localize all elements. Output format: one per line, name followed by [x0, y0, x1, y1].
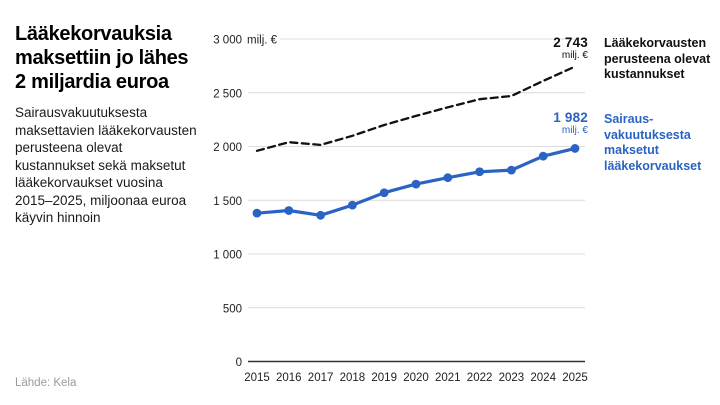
data-point-marker: [507, 165, 516, 175]
x-tick-label: 2021: [435, 372, 461, 384]
data-point-marker: [379, 188, 389, 198]
y-tick-label: 2 500: [213, 88, 242, 100]
x-tick-label: 2022: [467, 372, 493, 384]
x-tick-label: 2018: [340, 372, 366, 384]
y-tick-label: 1 000: [213, 250, 242, 262]
costs-end-value-unit: milj. €: [561, 50, 588, 61]
y-tick-label: 3 000: [213, 35, 242, 47]
costs-end-value-number: 2 743: [553, 35, 588, 50]
data-point-marker: [570, 144, 580, 153]
data-point-marker: [348, 200, 357, 210]
x-tick-label: 2016: [276, 372, 302, 384]
x-tick-label: 2024: [530, 372, 556, 384]
data-point-marker: [252, 208, 262, 218]
data-point-marker: [284, 206, 294, 215]
reimbursements-end-value-number: 1 982: [553, 110, 588, 125]
costs-series-legend: Lääkekorvausten perusteena olevat kustan…: [604, 36, 711, 81]
data-point-marker: [475, 167, 484, 177]
y-tick-label: 2 000: [213, 142, 242, 154]
chart-title: Lääkekorvauksia maksettiin jo lähes 2 mi…: [15, 23, 189, 93]
reimbursements-series-legend: Sairaus- vakuutuksesta maksetut lääkekor…: [604, 112, 702, 173]
data-point-marker: [443, 173, 453, 183]
x-tick-label: 2023: [499, 372, 525, 384]
y-tick-label: 0: [236, 357, 242, 369]
y-tick-label: 1 500: [213, 196, 242, 208]
y-axis-unit-label: milj. €: [247, 35, 278, 47]
reimbursements-end-value: 1 982 milj. €: [528, 110, 588, 137]
costs-line: [255, 65, 577, 152]
data-point-marker: [316, 210, 325, 220]
x-tick-label: 2020: [403, 372, 429, 384]
reimbursements-end-value-unit: milj. €: [561, 125, 588, 136]
x-tick-label: 2017: [308, 372, 334, 384]
x-tick-label: 2015: [244, 372, 270, 384]
y-tick-label: 500: [223, 303, 242, 315]
x-tick-label: 2019: [371, 372, 397, 384]
source-note: Lähde: Kela: [15, 377, 77, 389]
costs-end-value: 2 743 milj. €: [528, 35, 588, 62]
x-tick-label: 2025: [562, 372, 588, 384]
chart-subtitle: Sairausvakuutuksesta maksettavien lääkek…: [15, 105, 197, 225]
data-point-marker: [411, 179, 421, 189]
data-point-marker: [538, 151, 548, 161]
